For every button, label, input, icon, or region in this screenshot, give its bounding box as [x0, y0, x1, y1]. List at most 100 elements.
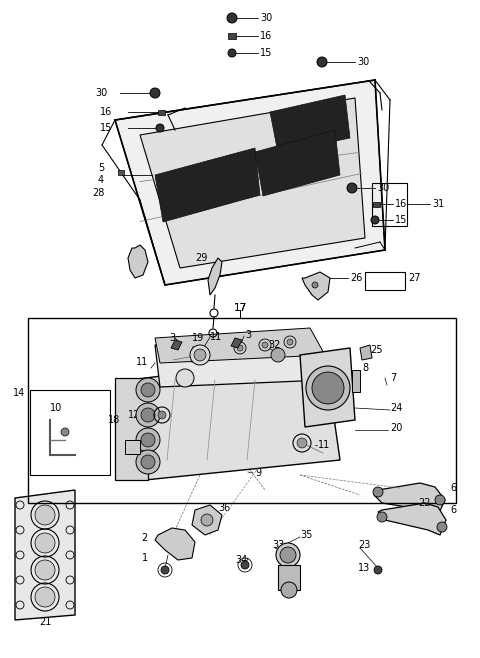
Bar	[125, 440, 140, 454]
Polygon shape	[155, 148, 260, 222]
Circle shape	[241, 561, 249, 569]
Circle shape	[141, 433, 155, 447]
Text: 35: 35	[300, 530, 312, 540]
Text: 30: 30	[95, 88, 107, 98]
Text: 6: 6	[450, 483, 456, 493]
Text: 19: 19	[192, 333, 204, 343]
Text: 28: 28	[92, 188, 104, 198]
Circle shape	[194, 349, 206, 361]
Polygon shape	[208, 258, 222, 295]
Circle shape	[371, 216, 379, 224]
Bar	[118, 170, 124, 175]
Circle shape	[35, 533, 55, 553]
Circle shape	[35, 560, 55, 580]
Text: 4: 4	[98, 175, 104, 185]
Text: 18: 18	[108, 415, 120, 425]
Polygon shape	[360, 345, 372, 360]
Bar	[352, 370, 360, 392]
Text: 23: 23	[358, 540, 371, 550]
Text: 29: 29	[195, 253, 207, 263]
Circle shape	[281, 582, 297, 598]
Text: 11: 11	[136, 357, 148, 367]
Circle shape	[237, 345, 243, 351]
Text: 5: 5	[98, 163, 104, 173]
Circle shape	[136, 428, 160, 452]
Text: 13: 13	[358, 563, 370, 573]
Circle shape	[262, 342, 268, 348]
Text: 6: 6	[450, 505, 456, 515]
Text: 9: 9	[255, 468, 261, 478]
Bar	[373, 202, 380, 207]
Text: 30: 30	[357, 57, 369, 67]
Bar	[28, 318, 456, 503]
Polygon shape	[15, 490, 75, 620]
Text: 12: 12	[128, 410, 140, 420]
Bar	[30, 390, 110, 475]
Circle shape	[276, 543, 300, 567]
Text: 30: 30	[260, 13, 272, 23]
Circle shape	[234, 342, 246, 354]
Bar	[372, 183, 407, 226]
Circle shape	[306, 366, 350, 410]
Text: 16: 16	[260, 31, 272, 41]
Circle shape	[312, 282, 318, 288]
Polygon shape	[128, 245, 148, 278]
Bar	[278, 565, 300, 590]
Circle shape	[373, 487, 383, 497]
Circle shape	[150, 88, 160, 98]
Text: 8: 8	[362, 363, 368, 373]
Bar	[365, 272, 405, 290]
Polygon shape	[171, 340, 182, 350]
Text: 27: 27	[408, 273, 420, 283]
Text: 22: 22	[418, 498, 431, 508]
Text: 15: 15	[260, 48, 272, 58]
Circle shape	[35, 587, 55, 607]
Polygon shape	[302, 272, 330, 300]
Polygon shape	[140, 98, 365, 268]
Text: 14: 14	[13, 388, 25, 398]
Polygon shape	[115, 80, 385, 285]
Circle shape	[312, 372, 344, 404]
Bar	[158, 110, 165, 115]
Circle shape	[61, 428, 69, 436]
Text: 11: 11	[210, 332, 222, 342]
Circle shape	[161, 566, 169, 574]
Text: 26: 26	[350, 273, 362, 283]
Circle shape	[437, 522, 447, 532]
Circle shape	[227, 13, 237, 23]
Circle shape	[201, 514, 213, 526]
Text: 30: 30	[377, 183, 389, 193]
Circle shape	[158, 411, 166, 419]
Text: 2: 2	[142, 533, 148, 543]
Polygon shape	[155, 328, 325, 363]
Circle shape	[259, 339, 271, 351]
Text: 33: 33	[272, 540, 284, 550]
Circle shape	[228, 49, 236, 57]
Circle shape	[156, 124, 164, 132]
Polygon shape	[192, 505, 222, 535]
Text: 24: 24	[390, 403, 402, 413]
Polygon shape	[130, 355, 340, 480]
Polygon shape	[374, 483, 445, 515]
Bar	[228, 33, 236, 39]
Text: 36: 36	[218, 503, 230, 513]
Text: 11: 11	[318, 440, 330, 450]
Text: 16: 16	[395, 199, 407, 209]
Circle shape	[297, 438, 307, 448]
Text: 17: 17	[233, 303, 247, 313]
Circle shape	[374, 566, 382, 574]
Polygon shape	[231, 338, 242, 348]
Text: 1: 1	[142, 553, 148, 563]
Text: 31: 31	[432, 199, 444, 209]
Text: 16: 16	[100, 107, 112, 117]
Circle shape	[136, 403, 160, 427]
Circle shape	[287, 339, 293, 345]
Text: 32: 32	[268, 340, 280, 350]
Polygon shape	[115, 378, 148, 480]
Circle shape	[136, 378, 160, 402]
Text: 17: 17	[233, 303, 247, 313]
Circle shape	[317, 57, 327, 67]
Circle shape	[136, 450, 160, 474]
Circle shape	[284, 336, 296, 348]
Circle shape	[280, 547, 296, 563]
